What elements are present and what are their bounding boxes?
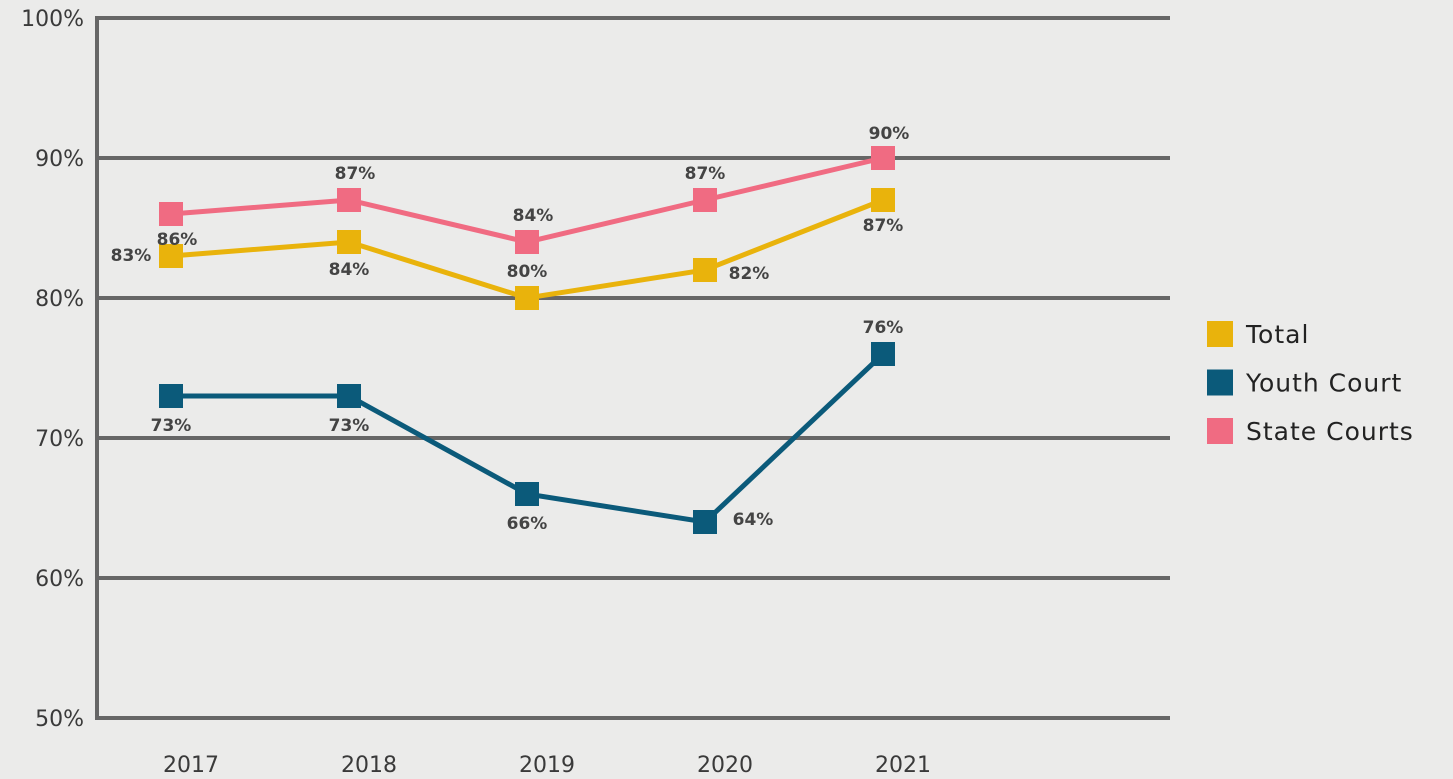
data-label: 66%: [507, 514, 548, 534]
legend-swatch: [1207, 369, 1233, 396]
x-tick-label: 2018: [341, 753, 397, 778]
x-tick-label: 2017: [163, 753, 219, 778]
data-label: 87%: [685, 164, 726, 184]
point: [693, 258, 717, 282]
data-label: 87%: [863, 216, 904, 236]
point: [693, 188, 717, 212]
y-tick-label: 70%: [35, 427, 84, 452]
legend-label: State Courts: [1246, 417, 1414, 446]
legend-label: Youth Court: [1245, 369, 1402, 398]
point: [871, 188, 895, 212]
data-label: 73%: [329, 416, 370, 436]
y-tick-label: 60%: [35, 567, 84, 592]
point: [159, 244, 183, 268]
legend-label: Total: [1245, 320, 1309, 349]
point: [159, 202, 183, 226]
x-tick-label: 2019: [519, 753, 575, 778]
legend-swatch: [1207, 418, 1233, 444]
point: [337, 188, 361, 212]
y-tick-label: 100%: [21, 7, 84, 32]
data-label: 83%: [111, 246, 152, 266]
point: [693, 510, 717, 534]
data-label: 87%: [335, 164, 376, 184]
series-line: [170, 155, 884, 245]
y-tick-label: 80%: [35, 287, 84, 312]
point: [515, 286, 539, 310]
data-label: 76%: [863, 318, 904, 338]
data-label: 80%: [507, 262, 548, 282]
data-label: 73%: [151, 416, 192, 436]
legend-swatch: [1207, 321, 1233, 347]
data-label: 82%: [729, 264, 770, 284]
y-tick-label: 90%: [35, 147, 84, 172]
x-tick-label: 2021: [875, 753, 931, 778]
point: [871, 342, 895, 366]
point: [515, 230, 539, 254]
point: [159, 384, 183, 408]
x-tick-label: 2020: [697, 753, 753, 778]
point: [337, 384, 361, 408]
point: [337, 230, 361, 254]
data-label: 64%: [733, 510, 774, 530]
data-label: 86%: [157, 230, 198, 250]
point: [871, 146, 895, 170]
point: [515, 482, 539, 506]
data-label: 84%: [513, 206, 554, 226]
y-tick-label: 50%: [35, 707, 84, 732]
data-label: 90%: [869, 124, 910, 144]
data-label: 84%: [329, 260, 370, 280]
